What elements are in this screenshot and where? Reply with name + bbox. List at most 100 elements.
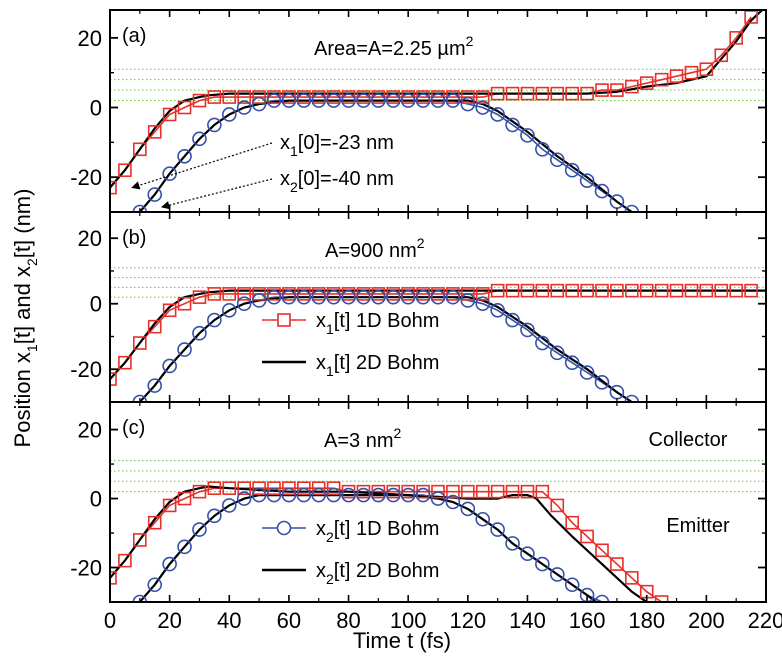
series-x2_1d-point <box>296 487 312 503</box>
series-x1_1d-point <box>207 481 222 496</box>
series-x1_1d-point <box>595 543 609 558</box>
panel-label: (b) <box>122 227 146 249</box>
series-x1_1d-point <box>535 484 550 499</box>
series-x1_1d-point <box>550 283 565 298</box>
series-x1_1d-point <box>535 86 550 101</box>
series-x2_1d-point <box>192 522 207 537</box>
series-x1_1d-point <box>729 283 743 298</box>
series-x2_1d-point <box>535 335 550 351</box>
emitter-label: Emitter <box>666 515 730 537</box>
series-x1_1d-point <box>550 498 565 513</box>
series-x2_1d-point <box>162 556 177 572</box>
series-x1_1d-point <box>520 484 535 499</box>
series-x1_1d-point <box>177 100 192 115</box>
x-tick-label: 140 <box>509 608 546 633</box>
series-x1_1d-point <box>446 484 460 499</box>
series-x2_1d-point <box>624 394 640 402</box>
series-x1_1d-point <box>252 287 266 301</box>
series-x2_1d-point <box>445 494 461 510</box>
series-x1_1d-point <box>669 69 684 83</box>
series-x2_1d-point <box>192 131 207 147</box>
series-x1_1d-point <box>565 515 579 530</box>
series-x2_1d-point <box>490 107 505 122</box>
annotation-label: x1[0]=-23 nm <box>280 132 394 159</box>
series-x1_1d-point <box>461 287 475 301</box>
series-x2_1d-point <box>236 100 252 115</box>
series-x2_1d-point <box>207 508 222 524</box>
series-x2_1d-point <box>207 312 222 328</box>
plot-area-b <box>110 283 766 402</box>
series-x2_1d-point <box>505 312 520 328</box>
series-x2_1d-point <box>460 96 476 112</box>
series-x2_1d-point <box>475 511 491 527</box>
series-x2_1d-point <box>505 536 520 551</box>
series-x2_1d-point <box>147 577 163 593</box>
series-x2_1d-point <box>311 289 327 305</box>
series-x2_1d-point <box>594 375 610 390</box>
legend-label: x2[t] 2D Bohm <box>316 560 439 587</box>
series-x1_1d-point <box>177 491 192 506</box>
series-x2_1d-point <box>221 302 237 318</box>
x-tick-label: 220 <box>748 608 782 633</box>
series-x2_1d-point <box>430 93 446 108</box>
series-x1_1d-point <box>625 79 639 94</box>
panel-b: -20 0 20 (b) A=900 nm2 x1[t] 1D Bohm x1[t] 2D … <box>70 211 767 403</box>
series-x2_1d-point <box>236 491 252 506</box>
series-x2_1d-point <box>520 128 535 143</box>
series-x1_1d-point <box>162 498 177 513</box>
series-x2_1d-point <box>564 577 580 593</box>
series-x1_1d-point <box>490 484 505 499</box>
series-x2_1d-point <box>221 107 237 122</box>
series-x2_1d-point <box>147 378 163 393</box>
series-x1_2d-line <box>110 289 766 380</box>
series-x1_1d-point <box>133 336 147 350</box>
series-x1_1d-point <box>118 355 132 370</box>
series-x1_1d-point <box>580 283 594 298</box>
series-x2_1d-point <box>535 142 550 157</box>
y-tick-label: 20 <box>78 418 102 443</box>
legend-label: x1[t] 1D Bohm <box>316 310 439 337</box>
x-tick-label: 100 <box>390 608 427 633</box>
series-x1_1d-point <box>237 90 251 104</box>
series-x1_1d-point <box>110 372 117 386</box>
series-x1_1d-point <box>252 481 266 496</box>
series-x1_1d-point <box>207 287 222 301</box>
legend-marker-circle <box>276 520 292 536</box>
x-tick-label: 180 <box>628 608 665 633</box>
x-tick-label: 120 <box>449 608 486 633</box>
x-tick-label: 160 <box>569 608 606 633</box>
series-x2_1d-point <box>579 173 595 188</box>
series-x1_1d-point <box>684 283 699 298</box>
series-x2_1d-point <box>460 293 476 308</box>
series-x1_1d-point <box>505 86 520 101</box>
plot-area-c <box>110 481 669 602</box>
series-x2_1d-point <box>296 93 312 108</box>
series-x1_1d-point <box>133 142 147 157</box>
series-x2_1d-point <box>356 93 371 108</box>
series-x2_1d-point <box>415 93 431 108</box>
series-x2_1d-point <box>281 487 297 503</box>
series-x1_1d-point <box>207 90 222 104</box>
series-x2_1d-point <box>549 152 565 168</box>
series-x2_1d-point <box>177 342 192 357</box>
x-tick-label: 200 <box>688 608 725 633</box>
series-x2_1d-point <box>326 289 341 305</box>
series-x2_1d-point <box>385 93 401 108</box>
series-x1_1d-point <box>580 86 594 101</box>
series-x1_1d-point <box>147 515 162 530</box>
x-tick-label: 40 <box>217 608 241 633</box>
series-x1_1d-point <box>133 533 147 547</box>
series-x2_1d-point <box>415 487 431 503</box>
series-x1_1d-point <box>192 290 207 304</box>
series-x1_1d-point <box>639 283 654 298</box>
series-x1_1d-point <box>744 283 758 298</box>
series-x2_1d-point <box>385 487 401 503</box>
series-x2_1d-point <box>460 501 476 517</box>
series-x1_1d-point <box>684 65 699 80</box>
y-tick-label: 0 <box>90 96 102 121</box>
series-x1_1d-point <box>475 287 490 301</box>
series-x2_1d-point <box>594 183 610 199</box>
series-x2_1d-point <box>341 487 356 503</box>
series-x1_1d-point <box>110 180 117 195</box>
series-x2_1d-point <box>326 93 341 108</box>
